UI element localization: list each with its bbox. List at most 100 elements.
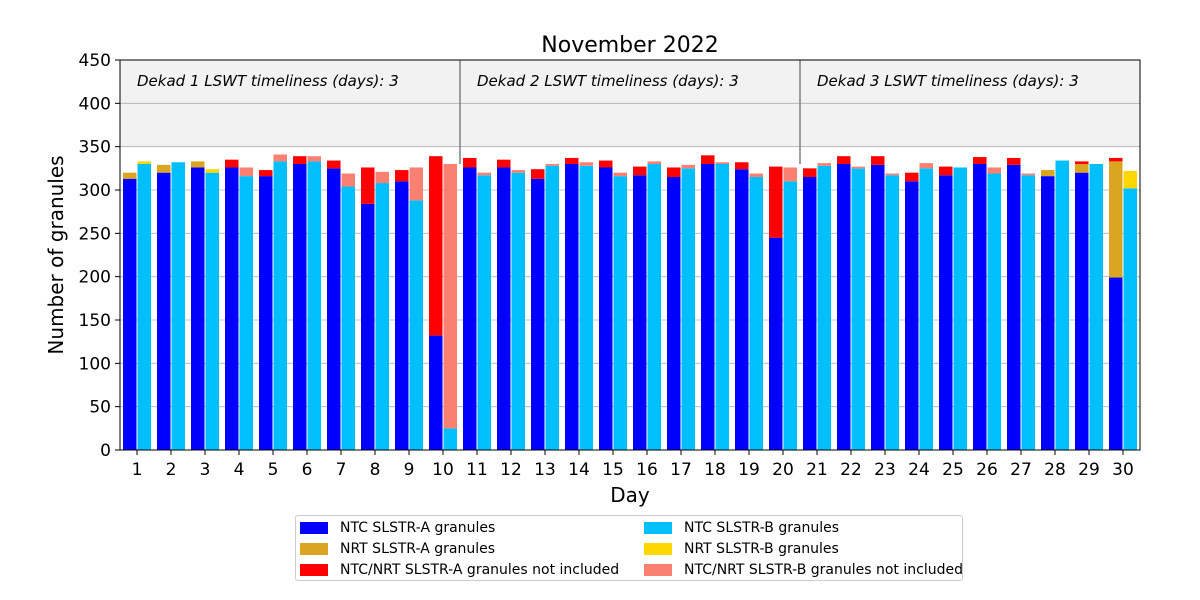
bar-ntc-slstr-a-granules-day-16 <box>633 175 647 450</box>
y-tick-label: 450 <box>79 51 111 71</box>
bar-ntc-slstr-b-granules-day-19 <box>749 177 763 450</box>
y-tick-label: 200 <box>79 268 111 288</box>
dekad-dividers <box>459 60 801 164</box>
y-tick-labels: 0 50 100 150 200 250 300 350 400 450 <box>79 51 120 461</box>
bar-ntc-slstr-b-granules-day-23 <box>885 175 899 450</box>
x-tick-label: 4 <box>234 460 245 480</box>
bar-ntc-nrt-slstr-a-granules-not-included-day-15 <box>599 160 613 168</box>
legend-label: NTC SLSTR-B granules <box>684 520 840 536</box>
bar-ntc-nrt-slstr-b-granules-not-included-day-5 <box>273 154 287 162</box>
dekad-labels: Dekad 1 LSWT timeliness (days): 3 Dekad 2… <box>137 72 1079 90</box>
bar-ntc-nrt-slstr-a-granules-not-included-day-10 <box>429 156 443 336</box>
x-tick-label: 18 <box>704 460 726 480</box>
bar-ntc-nrt-slstr-a-granules-not-included-day-4 <box>225 159 239 168</box>
bar-ntc-nrt-slstr-b-granules-not-included-day-19 <box>749 173 763 177</box>
x-tick-label: 1 <box>132 460 143 480</box>
bar-ntc-nrt-slstr-b-granules-not-included-day-7 <box>341 173 355 187</box>
x-tick-label: 7 <box>336 460 347 480</box>
y-tick-label: 0 <box>100 441 111 461</box>
x-tick-label: 26 <box>976 460 998 480</box>
bar-ntc-nrt-slstr-b-granules-not-included-day-11 <box>477 172 491 176</box>
x-tick-label: 27 <box>1010 460 1032 480</box>
x-tick-labels: 1 2 3 4 5 6 7 8 9 10 11 12 13 14 15 16 17 18 19 20 21 22 23 24 2… <box>132 450 1134 480</box>
bar-ntc-nrt-slstr-a-granules-not-included-day-9 <box>395 170 409 182</box>
bar-nrt-slstr-a-granules-day-1 <box>123 172 137 179</box>
dekad-label: Dekad 2 LSWT timeliness (days): 3 <box>477 72 739 90</box>
legend-swatch <box>300 564 328 576</box>
bar-ntc-nrt-slstr-a-granules-not-included-day-20 <box>769 166 783 238</box>
bar-ntc-nrt-slstr-b-granules-not-included-day-23 <box>885 173 899 176</box>
bar-nrt-slstr-a-granules-day-3 <box>191 161 205 168</box>
bar-ntc-slstr-b-granules-day-17 <box>681 168 695 451</box>
x-tick-label: 23 <box>874 460 896 480</box>
bar-ntc-nrt-slstr-b-granules-not-included-day-17 <box>681 164 695 169</box>
x-tick-label: 25 <box>942 460 964 480</box>
bar-ntc-slstr-b-granules-day-21 <box>817 165 831 450</box>
bar-ntc-nrt-slstr-b-granules-not-included-day-21 <box>817 163 831 166</box>
y-tick-label: 50 <box>89 398 111 418</box>
bar-ntc-nrt-slstr-b-granules-not-included-day-20 <box>783 167 797 182</box>
x-tick-label: 20 <box>772 460 794 480</box>
bar-ntc-nrt-slstr-a-granules-not-included-day-5 <box>259 170 273 177</box>
x-tick-label: 3 <box>200 460 211 480</box>
bar-ntc-nrt-slstr-b-granules-not-included-day-18 <box>715 162 729 164</box>
bar-ntc-slstr-a-granules-day-27 <box>1007 164 1021 450</box>
gridlines <box>120 102 1140 408</box>
bar-nrt-slstr-b-granules-day-1 <box>137 161 151 164</box>
bar-ntc-nrt-slstr-b-granules-not-included-day-9 <box>409 167 423 201</box>
bar-ntc-slstr-b-granules-day-4 <box>239 176 253 450</box>
bar-ntc-slstr-b-granules-day-9 <box>409 200 423 450</box>
bar-ntc-slstr-a-granules-day-12 <box>497 167 511 450</box>
bar-ntc-nrt-slstr-a-granules-not-included-day-22 <box>837 156 851 164</box>
bar-ntc-slstr-b-granules-day-16 <box>647 164 661 450</box>
x-tick-label: 24 <box>908 460 930 480</box>
bar-ntc-slstr-a-granules-day-4 <box>225 167 239 450</box>
bar-ntc-slstr-b-granules-day-6 <box>307 161 321 450</box>
bar-ntc-slstr-a-granules-day-20 <box>769 237 783 450</box>
bar-nrt-slstr-a-granules-day-2 <box>157 164 171 173</box>
x-tick-label: 17 <box>670 460 692 480</box>
bar-ntc-slstr-b-granules-day-5 <box>273 161 287 450</box>
legend-swatch <box>300 522 328 534</box>
bar-ntc-nrt-slstr-a-granules-not-included-day-29 <box>1075 161 1089 164</box>
bar-ntc-nrt-slstr-a-granules-not-included-day-27 <box>1007 157 1021 165</box>
legend-swatch <box>644 522 672 534</box>
bar-ntc-nrt-slstr-b-granules-not-included-day-8 <box>375 171 389 184</box>
y-tick-label: 100 <box>79 354 111 374</box>
x-tick-label: 22 <box>840 460 862 480</box>
chart-title: November 2022 <box>541 33 718 58</box>
bar-ntc-nrt-slstr-b-granules-not-included-day-26 <box>987 167 1001 174</box>
x-tick-label: 8 <box>370 460 381 480</box>
bar-ntc-slstr-a-granules-day-2 <box>157 172 171 450</box>
bar-ntc-nrt-slstr-b-granules-not-included-day-24 <box>919 163 933 169</box>
bar-ntc-nrt-slstr-a-granules-not-included-day-7 <box>327 160 341 169</box>
y-tick-label: 300 <box>79 181 111 201</box>
bar-ntc-nrt-slstr-a-granules-not-included-day-21 <box>803 168 817 177</box>
bar-ntc-nrt-slstr-a-granules-not-included-day-19 <box>735 162 749 170</box>
bar-ntc-nrt-slstr-b-granules-not-included-day-15 <box>613 172 627 177</box>
bar-ntc-slstr-a-granules-day-17 <box>667 177 681 450</box>
legend-label: NTC/NRT SLSTR-B granules not included <box>684 562 963 578</box>
bar-ntc-slstr-a-granules-day-5 <box>259 176 273 450</box>
y-axis-label: Number of granules <box>44 155 68 354</box>
bar-ntc-slstr-b-granules-day-20 <box>783 181 797 451</box>
bar-ntc-nrt-slstr-b-granules-not-included-day-22 <box>851 166 865 169</box>
bar-ntc-slstr-a-granules-day-6 <box>293 164 307 450</box>
bar-ntc-slstr-b-granules-day-30 <box>1123 188 1137 450</box>
bar-ntc-slstr-b-granules-day-13 <box>545 165 559 450</box>
x-tick-label: 2 <box>166 460 177 480</box>
dekad-label: Dekad 1 LSWT timeliness (days): 3 <box>137 72 399 90</box>
legend-label: NTC/NRT SLSTR-A granules not included <box>340 562 620 578</box>
dekad-label: Dekad 3 LSWT timeliness (days): 3 <box>817 72 1079 90</box>
bar-nrt-slstr-a-granules-day-30 <box>1109 161 1123 278</box>
bars <box>123 154 1137 451</box>
bar-ntc-slstr-a-granules-day-24 <box>905 181 919 451</box>
bar-ntc-slstr-b-granules-day-15 <box>613 176 627 450</box>
bar-ntc-nrt-slstr-a-granules-not-included-day-24 <box>905 172 919 182</box>
bar-ntc-slstr-b-granules-day-18 <box>715 164 729 450</box>
legend-label: NRT SLSTR-A granules <box>340 541 496 557</box>
y-tick-label: 250 <box>79 224 111 244</box>
bar-ntc-slstr-a-granules-day-7 <box>327 168 341 451</box>
bar-ntc-slstr-b-granules-day-26 <box>987 173 1001 451</box>
legend-swatch <box>300 543 328 555</box>
